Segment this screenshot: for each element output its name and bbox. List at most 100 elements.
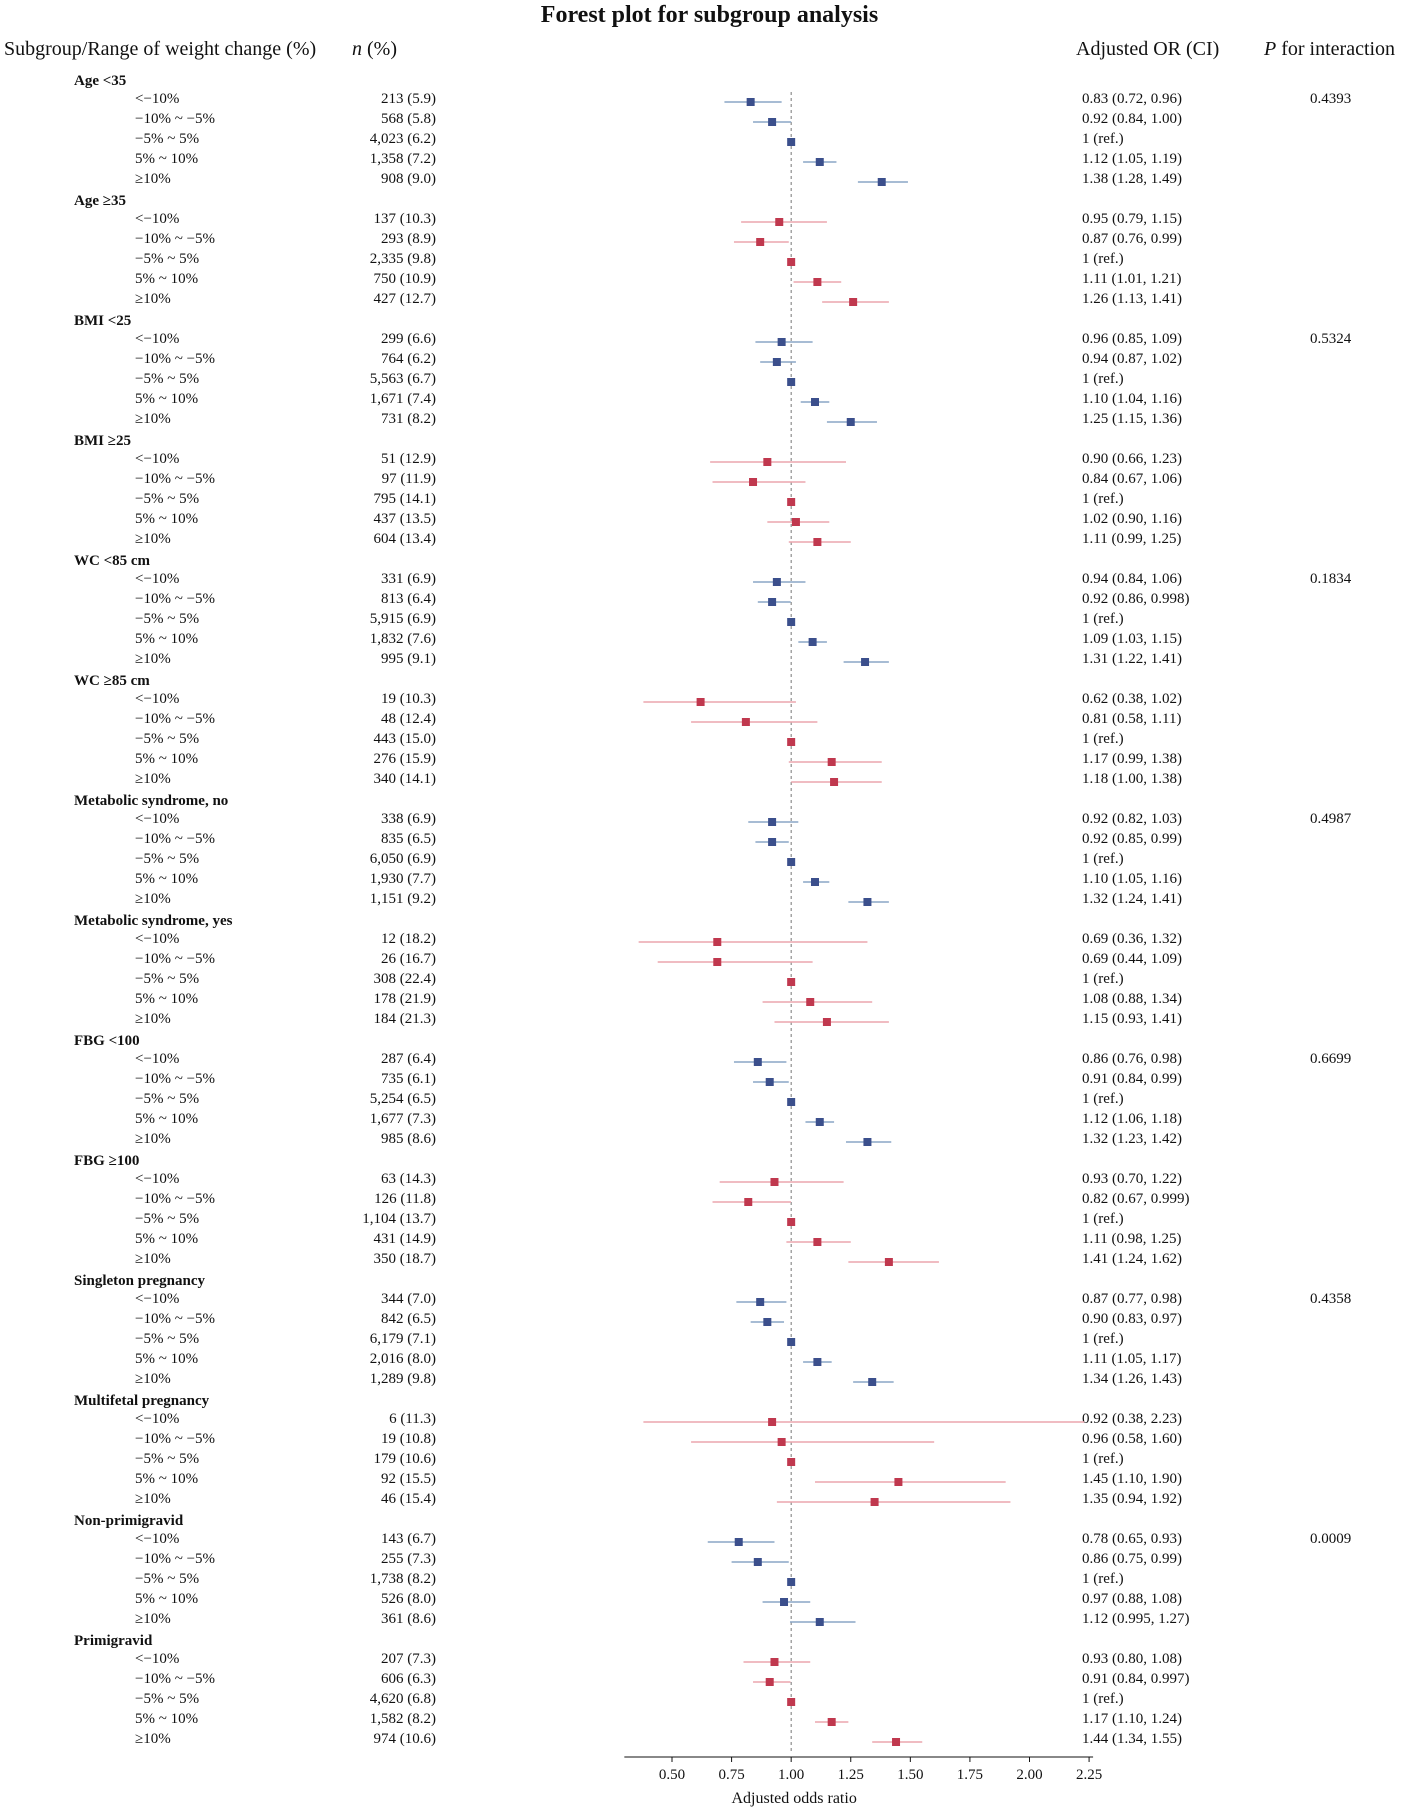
n-percent: 427 (12.7) (373, 291, 437, 307)
adjusted-or-ci: 1.11 (1.05, 1.17) (1082, 1351, 1182, 1367)
table-row: 5% ~ 10% 750 (10.9) 1.11 (1.01, 1.21) (0, 271, 1419, 291)
n-percent: 813 (6.4) (381, 591, 436, 607)
table-row: ≥10% 604 (13.4) 1.11 (0.99, 1.25) (0, 531, 1419, 551)
adjusted-or-ci: 0.69 (0.44, 1.09) (1082, 951, 1182, 967)
adjusted-or-ci: 1.17 (0.99, 1.38) (1082, 751, 1182, 767)
n-percent: 1,104 (13.7) (362, 1211, 436, 1227)
or-point-marker (787, 858, 796, 866)
table-row: <−10% 299 (6.6) 0.96 (0.85, 1.09) 0.5324 (0, 331, 1419, 351)
table-row: −10% ~ −5% 606 (6.3) 0.91 (0.84, 0.997) (0, 1671, 1419, 1691)
group-label: Multifetal pregnancy (74, 1393, 210, 1409)
table-row: −5% ~ 5% 6,179 (7.1) 1 (ref.) (0, 1331, 1419, 1351)
or-point-marker (787, 738, 796, 746)
p-header-rest: for interaction (1276, 38, 1396, 60)
or-point-marker (892, 1738, 901, 1746)
weight-change-range: 5% ~ 10% (135, 1231, 199, 1247)
n-percent: 178 (21.9) (373, 991, 437, 1007)
table-row: 5% ~ 10% 1,832 (7.6) 1.09 (1.03, 1.15) (0, 631, 1419, 651)
table-row: 5% ~ 10% 437 (13.5) 1.02 (0.90, 1.16) (0, 511, 1419, 531)
table-row: −5% ~ 5% 4,023 (6.2) 1 (ref.) (0, 131, 1419, 151)
table-row: −10% ~ −5% 842 (6.5) 0.90 (0.83, 0.97) (0, 1311, 1419, 1331)
p-header-italic: P (1264, 38, 1277, 60)
table-row: <−10% 63 (14.3) 0.93 (0.70, 1.22) (0, 1171, 1419, 1191)
adjusted-or-ci: 0.94 (0.87, 1.02) (1082, 351, 1182, 367)
or-point-marker (787, 1098, 796, 1106)
table-row: −10% ~ −5% 568 (5.8) 0.92 (0.84, 1.00) (0, 111, 1419, 131)
weight-change-range: −10% ~ −5% (135, 471, 216, 487)
adjusted-or-ci: 0.90 (0.66, 1.23) (1082, 451, 1182, 467)
or-point-marker (768, 1418, 777, 1426)
table-row: 5% ~ 10% 178 (21.9) 1.08 (0.88, 1.34) (0, 991, 1419, 1011)
or-point-marker (811, 398, 819, 406)
weight-change-range: 5% ~ 10% (135, 1351, 199, 1367)
weight-change-range: <−10% (135, 1291, 180, 1307)
n-percent: 795 (14.1) (373, 491, 437, 507)
n-percent: 46 (15.4) (381, 1491, 436, 1507)
adjusted-or-ci: 0.86 (0.76, 0.98) (1082, 1051, 1182, 1067)
table-row: ≥10% 184 (21.3) 1.15 (0.93, 1.41) (0, 1011, 1419, 1031)
adjusted-or-ci: 1.45 (1.10, 1.90) (1082, 1471, 1182, 1487)
weight-change-range: −10% ~ −5% (135, 951, 216, 967)
n-percent: 908 (9.0) (381, 171, 436, 187)
adjusted-or-ci: 1.41 (1.24, 1.62) (1082, 1251, 1182, 1267)
table-row: <−10% 19 (10.3) 0.62 (0.38, 1.02) (0, 691, 1419, 711)
n-percent: 19 (10.3) (381, 691, 436, 707)
adjusted-or-ci: 0.91 (0.84, 0.99) (1082, 1071, 1182, 1087)
adjusted-or-ci: 1 (ref.) (1082, 1211, 1124, 1227)
or-point-marker (787, 978, 796, 986)
weight-change-range: ≥10% (135, 1251, 171, 1267)
table-row: ≥10% 1,151 (9.2) 1.32 (1.24, 1.41) (0, 891, 1419, 911)
weight-change-range: −5% ~ 5% (135, 1691, 200, 1707)
table-row: −10% ~ −5% 48 (12.4) 0.81 (0.58, 1.11) (0, 711, 1419, 731)
weight-change-range: <−10% (135, 691, 180, 707)
adjusted-or-ci: 1 (ref.) (1082, 971, 1124, 987)
n-percent: 6,050 (6.9) (369, 851, 436, 867)
table-row: −5% ~ 5% 308 (22.4) 1 (ref.) (0, 971, 1419, 991)
n-percent: 338 (6.9) (381, 811, 436, 827)
table-row: −10% ~ −5% 293 (8.9) 0.87 (0.76, 0.99) (0, 231, 1419, 251)
adjusted-or-ci: 0.96 (0.58, 1.60) (1082, 1431, 1182, 1447)
table-row: −5% ~ 5% 5,254 (6.5) 1 (ref.) (0, 1091, 1419, 1111)
weight-change-range: <−10% (135, 1051, 180, 1067)
or-point-marker (763, 1318, 772, 1326)
table-row: ≥10% 427 (12.7) 1.26 (1.13, 1.41) (0, 291, 1419, 311)
n-percent: 604 (13.4) (373, 531, 437, 547)
n-percent: 12 (18.2) (381, 931, 436, 947)
table-row: 5% ~ 10% 526 (8.0) 0.97 (0.88, 1.08) (0, 1591, 1419, 1611)
table-row: −5% ~ 5% 443 (15.0) 1 (ref.) (0, 731, 1419, 751)
adjusted-or-ci: 0.90 (0.83, 0.97) (1082, 1311, 1182, 1327)
weight-change-range: ≥10% (135, 1491, 171, 1507)
table-row: <−10% 207 (7.3) 0.93 (0.80, 1.08) (0, 1651, 1419, 1671)
or-point-marker (849, 298, 858, 306)
or-point-marker (777, 1438, 786, 1446)
or-point-marker (830, 778, 839, 786)
table-row: ≥10% 361 (8.6) 1.12 (0.995, 1.27) (0, 1611, 1419, 1631)
adjusted-or-ci: 0.81 (0.58, 1.11) (1082, 711, 1182, 727)
or-point-marker (870, 1498, 879, 1506)
adjusted-or-ci: 0.95 (0.79, 1.15) (1082, 211, 1182, 227)
or-point-marker (772, 578, 781, 586)
adjusted-or-ci: 1.44 (1.34, 1.55) (1082, 1731, 1182, 1747)
weight-change-range: −5% ~ 5% (135, 851, 200, 867)
or-point-marker (894, 1478, 903, 1486)
weight-change-range: ≥10% (135, 891, 171, 907)
n-percent: 51 (12.9) (381, 451, 436, 467)
or-point-marker (749, 478, 758, 486)
p-for-interaction: 0.1834 (1310, 571, 1352, 587)
or-point-marker (813, 278, 822, 286)
n-percent: 340 (14.1) (373, 771, 437, 787)
n-percent: 995 (9.1) (381, 651, 436, 667)
weight-change-range: −10% ~ −5% (135, 351, 216, 367)
weight-change-range: <−10% (135, 91, 180, 107)
n-percent: 443 (15.0) (373, 731, 437, 747)
p-for-interaction: 0.5324 (1310, 331, 1352, 347)
weight-change-range: ≥10% (135, 171, 171, 187)
weight-change-range: 5% ~ 10% (135, 991, 199, 1007)
table-row: <−10% 287 (6.4) 0.86 (0.76, 0.98) 0.6699 (0, 1051, 1419, 1071)
or-point-marker (863, 1138, 872, 1146)
table-row: −5% ~ 5% 5,563 (6.7) 1 (ref.) (0, 371, 1419, 391)
or-point-marker (787, 1218, 796, 1226)
group-label: Metabolic syndrome, yes (74, 913, 233, 929)
n-percent: 6 (11.3) (389, 1411, 436, 1427)
